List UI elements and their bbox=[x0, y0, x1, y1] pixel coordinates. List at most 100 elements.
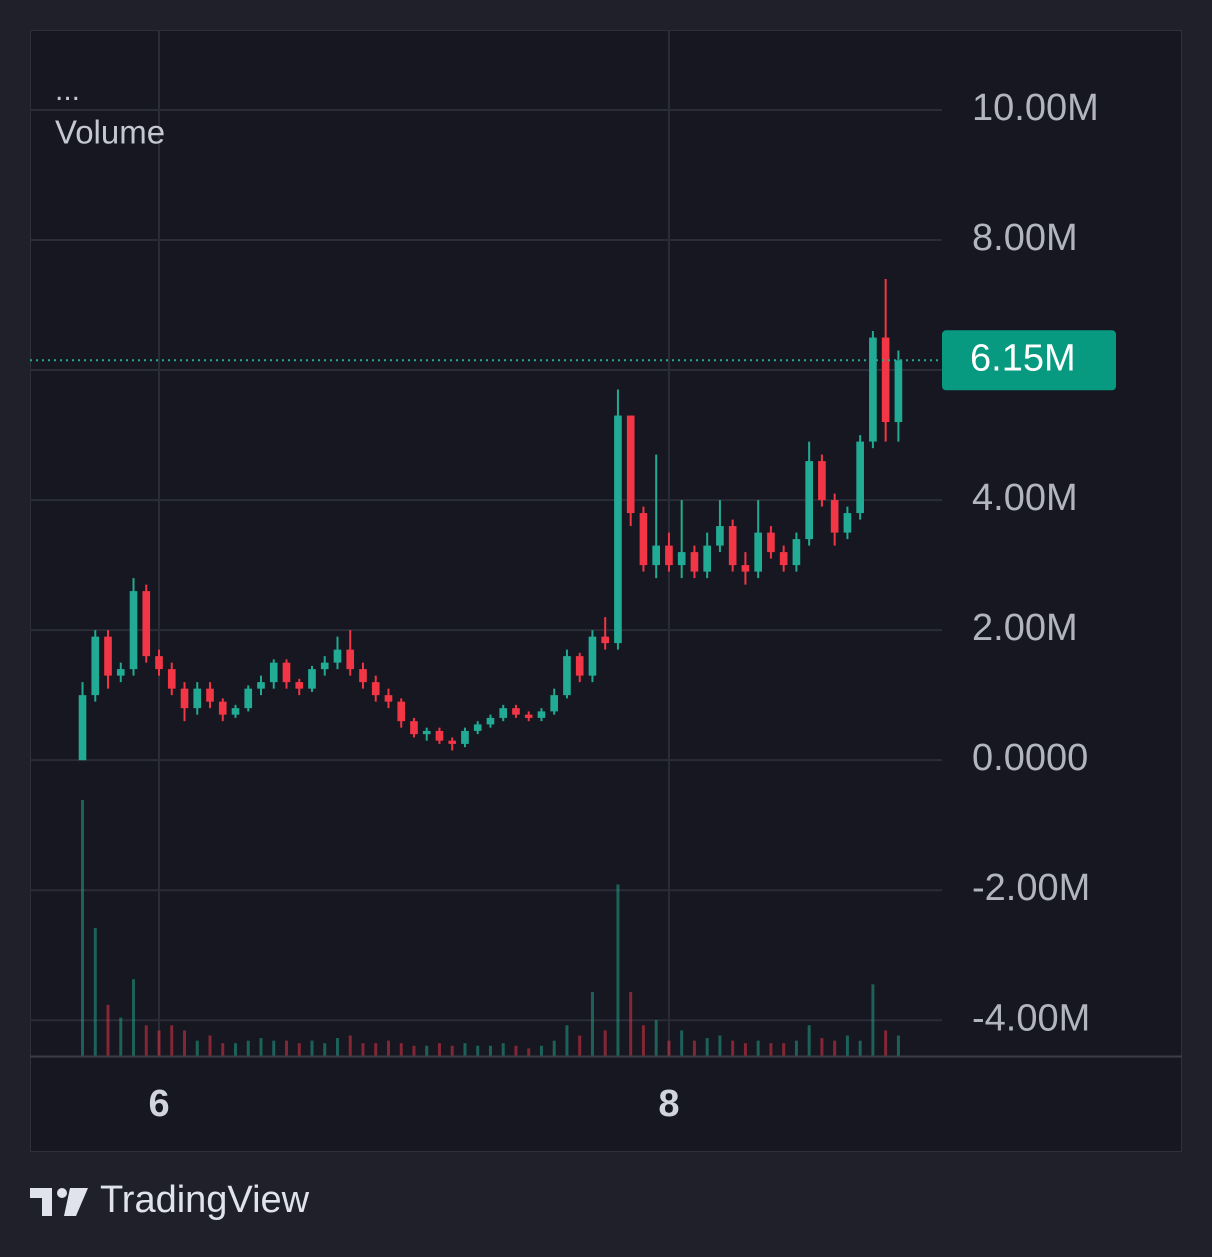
volume-bar bbox=[769, 1043, 773, 1056]
candle-body bbox=[78, 695, 87, 761]
candle-body bbox=[206, 688, 214, 702]
candle-body bbox=[384, 695, 393, 702]
candle-body bbox=[601, 636, 610, 644]
volume-bar bbox=[858, 1040, 862, 1056]
volume-bar bbox=[284, 1040, 288, 1056]
volume-bar bbox=[539, 1045, 543, 1056]
last-price-label: 6.15M bbox=[970, 337, 1076, 379]
candle-body bbox=[129, 591, 138, 670]
volume-bar bbox=[807, 1025, 811, 1056]
volume-bar bbox=[718, 1035, 722, 1056]
volume-bar bbox=[845, 1035, 849, 1056]
candle-body bbox=[320, 662, 329, 670]
volume-bar bbox=[833, 1040, 837, 1056]
volume-bar bbox=[896, 1035, 900, 1056]
grid bbox=[30, 30, 942, 1056]
volume-bar bbox=[884, 1030, 888, 1056]
candle-body bbox=[818, 461, 826, 501]
volume-bar bbox=[629, 992, 633, 1056]
volume-bar bbox=[361, 1043, 365, 1056]
candle-body bbox=[550, 695, 559, 712]
last-price-box bbox=[942, 330, 1116, 391]
volume-bar bbox=[399, 1043, 403, 1056]
candle-body bbox=[91, 636, 100, 696]
volume-bar bbox=[743, 1043, 747, 1056]
volume-bar bbox=[641, 1025, 645, 1056]
volume-bar bbox=[654, 1020, 658, 1056]
y-tick-label: 10.00M bbox=[972, 87, 1099, 129]
logo bbox=[30, 1188, 88, 1216]
candle-body bbox=[499, 708, 508, 718]
candle-body bbox=[614, 415, 622, 644]
candle-body bbox=[716, 526, 724, 546]
volume-bar bbox=[183, 1030, 187, 1056]
candle-body bbox=[754, 532, 762, 572]
candle-body bbox=[665, 545, 673, 566]
volume-bar bbox=[705, 1038, 709, 1056]
candle-body bbox=[410, 721, 418, 735]
volume-bar bbox=[514, 1045, 518, 1056]
candle-body bbox=[767, 532, 775, 553]
volume-bar bbox=[794, 1040, 798, 1056]
candle-body bbox=[805, 461, 813, 540]
volume-bar bbox=[603, 1030, 607, 1056]
volume-bar bbox=[437, 1043, 441, 1056]
candle-body bbox=[563, 656, 571, 696]
candle-body bbox=[779, 552, 788, 566]
candle-body bbox=[142, 591, 151, 657]
volume-bar bbox=[297, 1043, 301, 1056]
candle-body bbox=[155, 656, 163, 670]
volume-bar bbox=[680, 1030, 684, 1056]
candle-body bbox=[244, 688, 253, 709]
candle-body bbox=[830, 500, 839, 533]
volume-bar bbox=[871, 984, 875, 1056]
volume-bar bbox=[616, 884, 620, 1056]
volume-bar bbox=[335, 1038, 339, 1056]
candle-body bbox=[308, 669, 316, 689]
volume-bar bbox=[731, 1040, 735, 1056]
candle-body bbox=[575, 656, 584, 676]
y-tick-label: 2.00M bbox=[972, 607, 1078, 649]
candle-body bbox=[231, 708, 240, 715]
volume-bar bbox=[106, 1004, 110, 1056]
volume-bar bbox=[590, 992, 594, 1056]
volume-bar bbox=[782, 1043, 786, 1056]
candle-body bbox=[295, 682, 304, 689]
volume-bar bbox=[208, 1035, 212, 1056]
volume-bar bbox=[310, 1040, 314, 1056]
candle-body bbox=[728, 526, 737, 566]
volume-bar bbox=[501, 1043, 505, 1056]
volume-bar bbox=[374, 1043, 378, 1056]
candle-body bbox=[104, 636, 112, 676]
volume-bar bbox=[272, 1040, 276, 1056]
volume-bar bbox=[692, 1040, 696, 1056]
y-tick-label: 8.00M bbox=[972, 217, 1078, 259]
menu-dots[interactable]: ... bbox=[55, 74, 80, 107]
volume-bar bbox=[488, 1045, 492, 1056]
candle-body bbox=[257, 682, 265, 689]
volume-bar bbox=[157, 1030, 161, 1056]
candle-body bbox=[371, 682, 380, 696]
candle-body bbox=[524, 714, 533, 718]
candle-body bbox=[333, 649, 342, 663]
indicator-label: Volume bbox=[55, 114, 165, 151]
volume-bar bbox=[246, 1040, 250, 1056]
candle-body bbox=[537, 711, 546, 718]
volume-bar bbox=[450, 1045, 454, 1056]
chart-panel bbox=[30, 30, 1182, 1152]
y-tick-label: -4.00M bbox=[972, 997, 1090, 1039]
volume-bar bbox=[221, 1043, 225, 1056]
plot bbox=[30, 279, 942, 1056]
volume-bar bbox=[425, 1045, 429, 1056]
volume-bar bbox=[565, 1025, 569, 1056]
candle-body bbox=[180, 688, 189, 709]
volume-bar bbox=[463, 1043, 467, 1056]
candle-body bbox=[346, 649, 355, 670]
candle-body bbox=[435, 730, 444, 741]
volume-bar bbox=[756, 1040, 760, 1056]
volume-bar bbox=[527, 1048, 531, 1056]
volume-bar bbox=[259, 1038, 263, 1056]
candle-body bbox=[359, 669, 367, 683]
